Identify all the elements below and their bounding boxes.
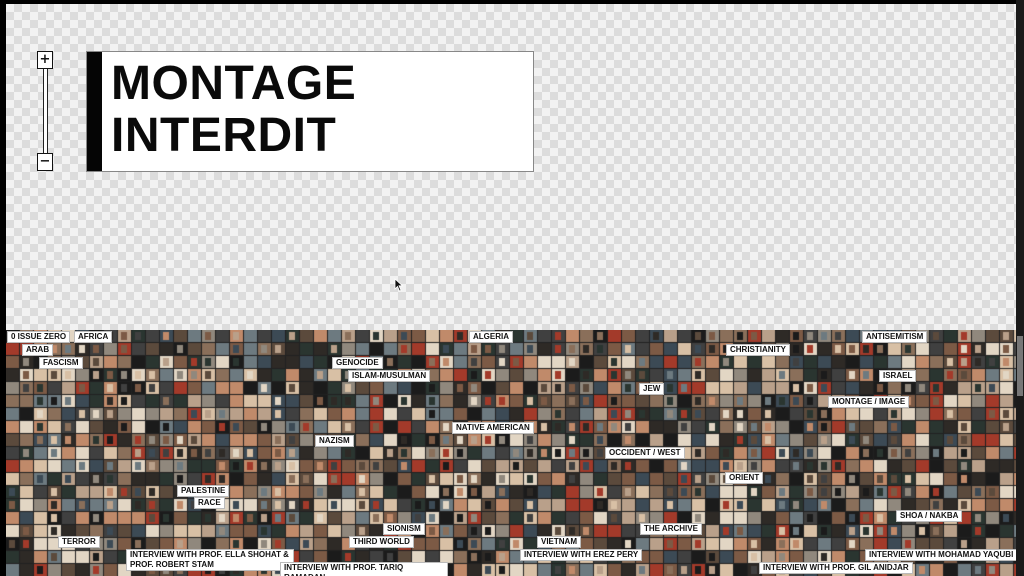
tag-sionism[interactable]: SIONISM (383, 523, 425, 535)
tag-third-world[interactable]: THIRD WORLD (349, 536, 414, 548)
tag-africa[interactable]: AFRICA (74, 331, 113, 343)
title-line-1: MONTAGE (111, 57, 357, 110)
tag-montage-image[interactable]: MONTAGE / IMAGE (828, 396, 910, 408)
zoom-slider[interactable]: + − (37, 51, 53, 173)
tag-antisemitism[interactable]: ANTISEMITISM (862, 331, 928, 343)
tag-interview-shohat-stam[interactable]: INTERVIEW WITH PROF. ELLA SHOHAT & PROF.… (126, 549, 294, 571)
tag-arab[interactable]: ARAB (22, 344, 54, 356)
tag-race[interactable]: RACE (194, 497, 225, 509)
title-line-2: INTERDIT (111, 109, 337, 162)
scrollbar-thumb[interactable] (1017, 336, 1023, 396)
tag-native-american[interactable]: NATIVE AMERICAN (452, 422, 534, 434)
zoom-out-button[interactable]: − (37, 153, 53, 171)
tag-interview-gil-anidjar[interactable]: INTERVIEW WITH PROF. GIL ANIDJAR (759, 562, 913, 574)
zoom-in-button[interactable]: + (37, 51, 53, 69)
tag-the-archive[interactable]: THE ARCHIVE (640, 523, 702, 535)
tag-nazism[interactable]: NAZISM (315, 435, 354, 447)
canvas-area[interactable]: + − MONTAGE INTERDIT 0 ISSUE ZERO AFRICA… (6, 4, 1016, 576)
scrollbar[interactable] (1016, 0, 1024, 576)
zoom-rail[interactable] (43, 67, 48, 159)
page-title: MONTAGE INTERDIT (111, 58, 521, 162)
tag-interview-mohamad-yaqubi[interactable]: INTERVIEW WITH MOHAMAD YAQUBI (865, 549, 1016, 561)
mouse-cursor-icon (394, 278, 404, 292)
tag-palestine[interactable]: PALESTINE (177, 485, 230, 497)
tag-occident-west[interactable]: OCCIDENT / WEST (605, 447, 685, 459)
title-box: MONTAGE INTERDIT (86, 51, 534, 172)
tag-issue-zero[interactable]: 0 ISSUE ZERO (7, 331, 71, 343)
tag-terror[interactable]: TERROR (58, 536, 100, 548)
tag-interview-erez-pery[interactable]: INTERVIEW WITH EREZ PERY (520, 549, 643, 561)
tag-christianity[interactable]: CHRISTIANITY (726, 344, 790, 356)
tag-israel[interactable]: ISRAEL (879, 370, 917, 382)
video-mosaic[interactable]: 0 ISSUE ZERO AFRICA ARAB FASCISM ALGERIA… (6, 330, 1016, 576)
tag-interview-tariq-ramadan[interactable]: INTERVIEW WITH PROF. TARIQ RAMADAN (280, 562, 448, 576)
tag-orient[interactable]: ORIENT (725, 472, 764, 484)
tag-vietnam[interactable]: VIETNAM (537, 536, 581, 548)
tag-jew[interactable]: JEW (639, 383, 665, 395)
tag-algeria[interactable]: ALGERIA (469, 331, 513, 343)
thumbnail-grid[interactable] (6, 330, 1016, 576)
title-accent-bar (87, 52, 102, 171)
tag-fascism[interactable]: FASCISM (39, 357, 83, 369)
tag-islam-musulman[interactable]: ISLAM-MUSULMAN (348, 370, 431, 382)
tag-genocide[interactable]: GENOCIDE (332, 357, 383, 369)
tag-shoa-nakba[interactable]: SHOA / NAKBA (896, 510, 963, 522)
